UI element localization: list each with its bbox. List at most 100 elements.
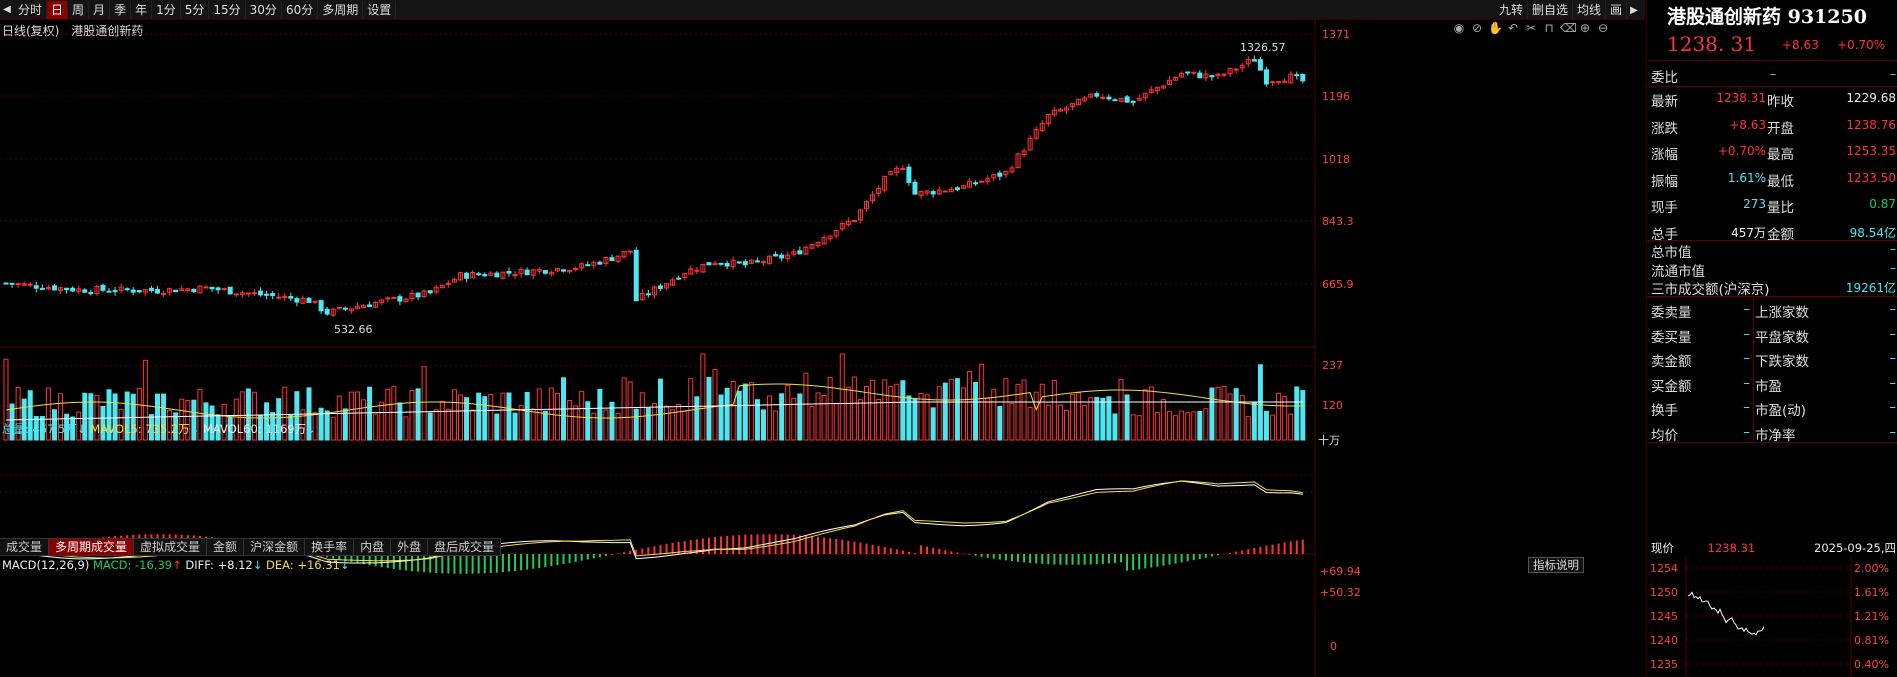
settings-button[interactable]: 设置 [363,0,397,19]
macd-label: MACD(12,26,9) [2,558,90,572]
quote-label: 最新 [1651,94,1678,110]
candle-body [191,288,197,293]
macd-bar [1186,554,1189,562]
tab-inner[interactable]: 内盘 [354,539,392,555]
volume-bar [851,376,857,441]
macd-legend: MACD(12,26,9) MACD: -16.39↑ DIFF: +8.12↓… [2,558,350,572]
tab-virtual-volume[interactable]: 虚拟成交量 [134,539,208,555]
eye-icon[interactable]: ◉ [1453,21,1465,35]
macd-bar [338,554,341,560]
intraday-mini-chart[interactable]: 1254 2.00% 1250 1.61% 1245 1.21% 1240 0.81% 1235… [1646,556,1897,677]
macd-bar [944,550,947,554]
eye-slash-icon[interactable]: ⊘ [1471,21,1483,35]
volume-bar [397,402,403,441]
candle-body [936,189,942,195]
volume-bar [245,388,251,441]
period-tab[interactable]: 季 [110,0,132,19]
hand-icon[interactable]: ✋ [1488,21,1503,35]
macd-bar [1247,549,1250,554]
next-arrow-icon[interactable]: ▶ [1630,4,1638,16]
candle-body [167,288,173,293]
volume-bar [361,399,367,441]
tab-amount[interactable]: 金额 [207,539,245,555]
volume-bar [500,392,506,441]
macd-bar [501,554,504,573]
stat-value: – [1743,399,1750,416]
candle-body [185,288,191,291]
period-tab[interactable]: 30分 [246,0,282,19]
volume-bar [88,393,94,441]
candle-body [706,262,712,266]
volume-bar [1173,415,1179,441]
volume-bar [64,413,70,441]
tab-after-hours[interactable]: 盘后成交量 [428,539,502,555]
scissors-icon[interactable]: ✂ [1525,21,1537,35]
tab-outer[interactable]: 外盘 [391,539,429,555]
dea-value: DEA: +16.31 [266,558,340,572]
tab-volume[interactable]: 成交量 [0,539,50,555]
tab-hs-amount[interactable]: 沪深金额 [244,539,306,555]
undo-icon[interactable]: ↶ [1507,21,1519,35]
period-tab[interactable]: 1分 [152,0,181,19]
period-tab[interactable]: 月 [89,0,111,19]
volume-bar [112,393,118,441]
mini-y-tick: 1245 [1650,610,1678,623]
multi-period-button[interactable]: 多周期 [318,0,364,19]
volume-bar [215,414,221,441]
volume-bar [251,391,257,441]
macd-bar [938,548,941,554]
prev-arrow-icon[interactable]: ◀ [3,4,11,15]
jiuzhuan-button[interactable]: 九转 [1495,1,1528,19]
macd-bar [841,539,844,554]
ma-button[interactable]: 均线 [1573,1,1606,19]
macd-bar [792,534,795,554]
remove-watchlist-button[interactable]: 删自选 [1528,1,1573,19]
candle-body [197,285,203,294]
macd-bar [1126,554,1129,571]
stat-row: 卖金额 – 下跌家数 – [1651,347,1896,371]
mini-y-tick: 1235 [1650,658,1678,671]
period-tab[interactable]: 15分 [209,0,246,19]
volume-bar [203,402,209,441]
market-label: 总市值 [1651,245,1692,261]
period-tab[interactable]: 60分 [282,0,319,19]
macd-bar [1035,554,1038,564]
macd-bar [604,554,607,556]
period-tab[interactable]: 年 [131,0,153,19]
lock-icon[interactable]: ⊓ [1544,21,1554,35]
stat-value: – [1889,399,1896,416]
trash-icon[interactable]: ⌫ [1560,21,1577,35]
period-tab-active[interactable]: 日 [47,0,69,19]
price-pct: +0.70% [1837,38,1886,52]
stat-value: – [1889,424,1896,440]
zoom-in-icon[interactable]: ⊕ [1579,21,1591,35]
candle-body [506,271,512,274]
macd-bar [544,554,547,568]
volume-bar [221,403,227,441]
draw-button[interactable]: 画 [1606,1,1627,19]
tab-multi-period-volume[interactable]: 多周期成交量 [49,539,135,555]
chart-canvas[interactable] [0,20,1645,677]
volume-bar [185,400,191,441]
macd-value: MACD: -16.39 [93,558,173,572]
volume-bar [839,353,845,441]
macd-bar [950,551,953,554]
indicator-help-button[interactable]: 指标说明 [1528,557,1584,573]
mini-y-tick: 1240 [1650,634,1678,647]
candle-body [567,269,573,273]
zoom-out-icon[interactable]: ⊖ [1597,21,1609,35]
period-tab[interactable]: 分时 [14,0,48,19]
tab-turnover[interactable]: 换手率 [305,539,355,555]
candle-body [676,277,682,280]
macd-bar [417,554,420,572]
volume-bar [330,416,336,441]
volume-bar [179,398,185,441]
candle-body [1203,73,1209,79]
candle-body [621,250,627,258]
candle-body [258,290,264,296]
candle-body [512,274,518,277]
candle-body [427,290,433,294]
period-tab[interactable]: 5分 [181,0,210,19]
period-tab[interactable]: 周 [68,0,90,19]
candle-body [221,288,227,291]
